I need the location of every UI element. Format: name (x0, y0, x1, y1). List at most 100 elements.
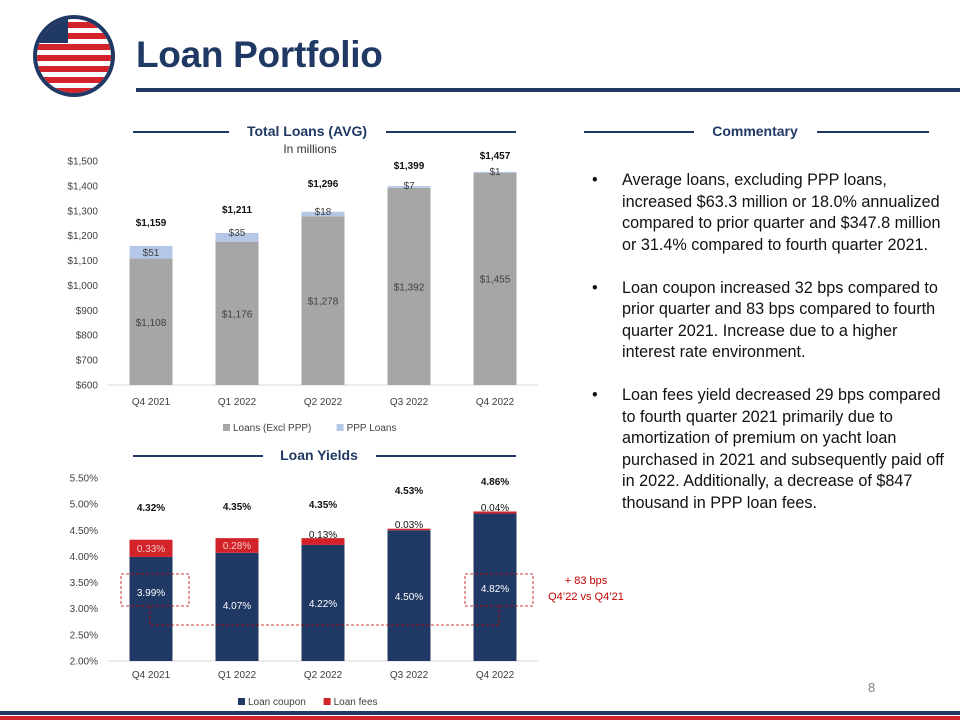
undefined-category-label: Q3 2022 (390, 670, 429, 681)
footer-bar-red (0, 716, 960, 720)
undefined-category-label: Q2 2022 (304, 670, 343, 681)
undefined-bar-loans-excl-ppp- (387, 187, 431, 385)
undefined-data-label: 0.28% (223, 541, 251, 552)
undefined-bar-ppp-loans (215, 232, 259, 242)
undefined-data-label: $7 (403, 181, 415, 192)
undefined-data-label: $1,392 (394, 282, 425, 293)
undefined-bar-loan-fees (387, 528, 431, 531)
undefined-category-label: Q4 2021 (132, 670, 171, 681)
total-loans-header-line-left (133, 131, 229, 133)
bullet-marker: • (592, 386, 598, 404)
undefined-ytick-label: 5.00% (70, 500, 98, 511)
undefined-data-label: 4.82% (481, 584, 509, 595)
undefined-category-label: Q4 2022 (476, 397, 515, 408)
commentary-text: Average loans, excluding PPP loans, incr… (622, 171, 941, 254)
undefined-ytick-label: $1,100 (67, 256, 98, 267)
undefined-ytick-label: $1,200 (67, 231, 98, 242)
undefined-ytick-label: $800 (76, 331, 99, 342)
undefined-category-label: Q4 2022 (476, 670, 515, 681)
commentary-header-line-left (584, 131, 694, 133)
undefined-total-label: 4.32% (137, 503, 165, 514)
undefined-total-label: $1,457 (480, 151, 511, 162)
yield-change-period: Q4’22 vs Q4’21 (548, 591, 624, 603)
undefined-bar-loan-coupon (215, 552, 259, 661)
undefined-total-label: 4.53% (395, 486, 423, 497)
company-logo (33, 15, 115, 97)
undefined-bar-loan-coupon (473, 513, 517, 661)
commentary-bullet: • Loan fees yield decreased 29 bps compar… (592, 385, 952, 514)
commentary-bullet: • Loan coupon increased 32 bps compared t… (592, 278, 952, 364)
undefined-data-label: $1,278 (308, 297, 339, 308)
undefined-ytick-label: $1,500 (67, 157, 98, 168)
commentary-header-line-right (817, 131, 929, 133)
undefined-bar-loan-coupon (129, 556, 173, 661)
undefined-category-label: Q2 2022 (304, 397, 343, 408)
footer-bar-navy (0, 711, 960, 715)
undefined-legend-label: Loans (Excl PPP) (233, 423, 311, 434)
undefined-total-label: $1,399 (394, 161, 425, 172)
undefined-bar-ppp-loans (129, 245, 173, 259)
loan-yields-title: Loan Yields (280, 447, 358, 463)
total-loans-header-line-right (386, 131, 516, 133)
yield-change-bps: + 83 bps (564, 575, 608, 587)
undefined-data-label: 4.07% (223, 601, 251, 612)
undefined-data-label: $1,176 (222, 309, 253, 320)
undefined-ytick-label: $600 (76, 381, 99, 392)
undefined-total-label: 4.35% (309, 500, 337, 511)
commentary-text: Loan fees yield decreased 29 bps compare… (622, 386, 944, 512)
undefined-total-label: 4.35% (223, 502, 251, 513)
undefined-legend-label: Loan coupon (248, 697, 306, 708)
bullet-marker: • (592, 171, 598, 189)
undefined-ytick-label: 4.00% (70, 552, 98, 563)
undefined-bar-loan-coupon (387, 530, 431, 661)
commentary-title: Commentary (712, 123, 798, 139)
undefined-category-label: Q4 2021 (132, 397, 171, 408)
undefined-legend-swatch (323, 698, 331, 705)
bullet-marker: • (592, 278, 598, 297)
undefined-ytick-label: 4.50% (70, 526, 98, 537)
undefined-bar-loan-fees (215, 538, 259, 553)
undefined-category-label: Q1 2022 (218, 670, 257, 681)
undefined-legend-swatch (223, 424, 230, 431)
undefined-legend-swatch (336, 424, 344, 431)
undefined-data-label: $35 (229, 228, 246, 239)
undefined-data-label: $1 (489, 167, 501, 178)
undefined-bar-loan-fees (129, 539, 173, 557)
undefined-data-label: 3.99% (137, 588, 165, 599)
undefined-bar-loan-fees (473, 511, 517, 514)
undefined-ytick-label: $700 (76, 356, 99, 367)
undefined-total-label: $1,211 (222, 205, 252, 216)
undefined-bar-ppp-loans (473, 171, 517, 173)
undefined-ytick-label: $1,000 (67, 281, 98, 292)
undefined-data-label: 0.13% (309, 530, 337, 541)
undefined-bar-loans-excl-ppp- (301, 216, 345, 385)
loan-yields-header-line-left (133, 455, 263, 457)
undefined-data-label: 0.33% (137, 544, 165, 555)
undefined-bar-loans-excl-ppp- (215, 241, 259, 385)
page-number: 8 (868, 680, 876, 695)
undefined-legend-swatch (238, 698, 245, 705)
undefined-bar-ppp-loans (301, 211, 345, 217)
undefined-data-label: 4.22% (309, 599, 337, 610)
undefined-ytick-label: 2.00% (70, 657, 98, 668)
yield-compare-connector (149, 606, 500, 626)
undefined-category-label: Q3 2022 (390, 397, 429, 408)
undefined-bar-loans-excl-ppp- (473, 172, 517, 385)
undefined-bar-loan-fees (301, 538, 345, 545)
undefined-data-label: $51 (143, 248, 160, 259)
undefined-data-label: $1,455 (480, 275, 511, 286)
title-rule (136, 88, 960, 92)
undefined-bar-ppp-loans (387, 186, 431, 188)
loan-yields-chart: 2.00% 2.50% 3.00% 3.50% 4.00% 4.50% 5.00% 5.50%… (70, 474, 538, 708)
undefined-ytick-label: $1,400 (67, 181, 98, 192)
undefined-data-label: $1,108 (136, 318, 167, 329)
undefined-bar-loans-excl-ppp- (129, 258, 173, 385)
undefined-total-label: $1,296 (308, 179, 339, 190)
undefined-bar-loan-coupon (301, 544, 345, 661)
total-loans-subtitle: In millions (283, 142, 337, 156)
undefined-data-label: 0.03% (395, 520, 423, 531)
undefined-data-label: 4.50% (395, 592, 423, 603)
undefined-data-label: $18 (315, 207, 332, 218)
undefined-ytick-label: 3.00% (70, 604, 98, 615)
page-title: Loan Portfolio (136, 34, 383, 75)
